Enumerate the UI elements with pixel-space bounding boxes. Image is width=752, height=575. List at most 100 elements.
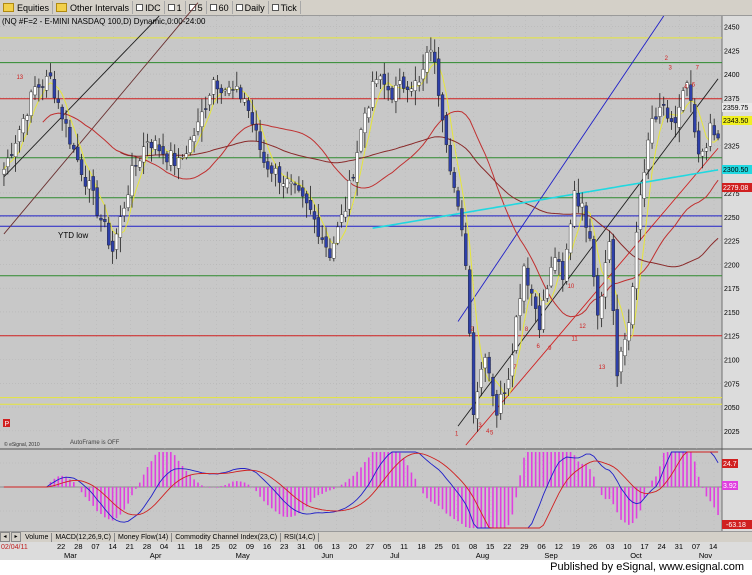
price-badge-3-bg [722, 165, 752, 174]
ma-slow-line [120, 136, 719, 268]
candle-body [662, 103, 666, 106]
candle-body [405, 86, 410, 91]
candle-body [297, 185, 301, 191]
toolbar-item-equities[interactable]: Equities [0, 1, 54, 14]
candle-body [242, 98, 247, 103]
checkbox-icon [235, 4, 243, 11]
bar-count-label: 1 [455, 432, 459, 438]
date-tick-label: 22 [57, 542, 65, 551]
toolbar-label: Equities [17, 2, 50, 13]
candle-body [665, 107, 670, 119]
y-tick-label: 2425 [724, 48, 740, 55]
candle-body [21, 118, 26, 134]
candle-body [440, 94, 445, 121]
candle-body [328, 248, 332, 259]
candle-body [114, 233, 119, 250]
bar-count-label: 7 [513, 365, 517, 371]
bar-count-label: 4 [486, 429, 490, 435]
candle-body [681, 90, 685, 111]
date-tick-label: 15 [486, 542, 494, 551]
y-tick-label: 2100 [724, 358, 740, 365]
candle-body [611, 239, 615, 311]
toolbar-item-daily[interactable]: Daily [233, 1, 269, 14]
candle-body [44, 76, 49, 91]
date-tick-label: 09 [246, 542, 254, 551]
candle-body [122, 207, 126, 216]
candle-body [510, 354, 515, 377]
candle-body [436, 58, 441, 96]
candle-body [169, 150, 173, 166]
toolbar-item-idc[interactable]: IDC [133, 1, 165, 14]
month-label: Mar [64, 551, 77, 560]
candle-body [289, 181, 293, 184]
bar-count-label: 4 [684, 84, 688, 90]
candle-body [72, 144, 76, 150]
date-tick-label: 25 [211, 542, 219, 551]
candle-body [421, 69, 425, 80]
tab-money-flow[interactable]: Money Flow(14) [115, 532, 173, 542]
tab-cci[interactable]: Commodity Channel Index(23,C) [172, 532, 282, 542]
candle-body [479, 369, 483, 388]
candle-body [704, 147, 709, 152]
date-tick-label: 13 [332, 542, 340, 551]
month-label: Jun [321, 551, 333, 560]
candle-body [553, 257, 557, 271]
toolbar-item-5[interactable]: 5 [186, 1, 207, 14]
candle-body [180, 157, 185, 159]
candle-body [355, 152, 359, 183]
y-tick-label: 2150 [724, 310, 740, 317]
candle-body [487, 356, 491, 374]
checkbox-icon [188, 4, 196, 11]
candle-body [471, 332, 476, 415]
p-marker: P [5, 421, 10, 428]
candle-body [537, 305, 542, 331]
toolbar-item-60[interactable]: 60 [207, 1, 233, 14]
toolbar-item-other-intervals[interactable]: Other Intervals [53, 1, 134, 14]
price-badge-2: 2343.50 [723, 118, 748, 125]
toolbar-label: IDC [145, 2, 161, 13]
candle-body [557, 259, 561, 262]
tab-rsi[interactable]: RSI(14,C) [281, 532, 320, 542]
y-tick-label: 2050 [724, 405, 740, 412]
month-label: Oct [630, 551, 643, 560]
candle-body [433, 51, 437, 63]
candle-body [382, 73, 386, 85]
candle-body [603, 262, 608, 298]
tab-macd[interactable]: MACD(12,26,9,C) [52, 532, 115, 542]
candle-body [370, 81, 375, 108]
tab-volume[interactable]: Volume [22, 532, 53, 542]
toolbar-item-1[interactable]: 1 [165, 1, 186, 14]
candle-body [634, 231, 639, 289]
candle-body [631, 286, 635, 325]
candle-body [456, 190, 460, 207]
price-badge-1-bg [722, 103, 752, 112]
candle-body [227, 86, 231, 94]
y-tick-label: 2275 [724, 191, 740, 198]
toolbar-item-tick[interactable]: Tick [269, 1, 301, 14]
tab-prev-icon[interactable]: ◂ [0, 532, 10, 542]
candle-body [669, 118, 674, 122]
candle-body [390, 87, 394, 100]
candle-body [103, 219, 107, 222]
candle-body [580, 202, 584, 208]
tab-next-icon[interactable]: ▸ [11, 532, 21, 542]
toolbar-label: Daily [244, 2, 265, 13]
bar-count-label: 13 [599, 365, 606, 371]
candle-body [693, 104, 697, 133]
month-label: May [236, 551, 250, 560]
date-tick-label: 14 [709, 542, 717, 551]
candle-body [176, 157, 181, 169]
candle-body [514, 316, 518, 351]
candle-body [10, 154, 14, 156]
candle-body [654, 116, 658, 120]
candle-body [149, 142, 154, 149]
candle-body [37, 84, 41, 88]
candle-body [545, 288, 549, 299]
candle-body [417, 81, 421, 86]
y-tick-label: 2375 [724, 96, 740, 103]
candle-body [336, 226, 340, 244]
candle-body [17, 129, 22, 142]
macd-line [3, 451, 719, 529]
candle-body [607, 241, 612, 261]
